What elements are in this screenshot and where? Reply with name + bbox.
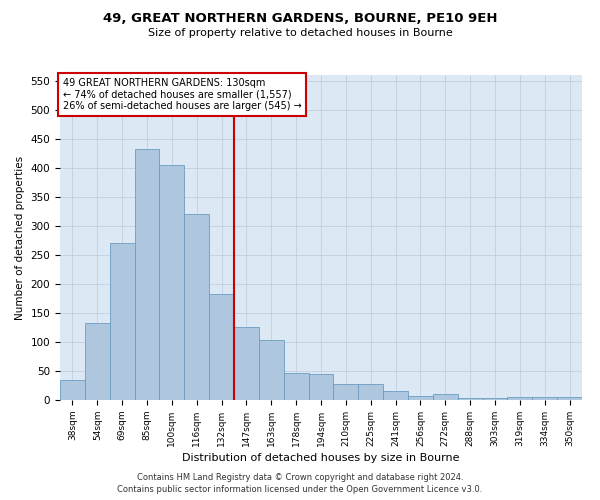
Bar bbox=[508, 397, 532, 400]
Bar bbox=[85, 324, 110, 400]
Bar bbox=[334, 384, 358, 400]
Bar bbox=[408, 396, 433, 400]
Bar bbox=[284, 374, 308, 400]
Bar bbox=[134, 150, 160, 400]
X-axis label: Distribution of detached houses by size in Bourne: Distribution of detached houses by size … bbox=[182, 453, 460, 463]
Bar bbox=[433, 394, 458, 400]
Text: 49, GREAT NORTHERN GARDENS, BOURNE, PE10 9EH: 49, GREAT NORTHERN GARDENS, BOURNE, PE10… bbox=[103, 12, 497, 26]
Bar bbox=[184, 214, 209, 400]
Text: Contains public sector information licensed under the Open Government Licence v3: Contains public sector information licen… bbox=[118, 485, 482, 494]
Text: 49 GREAT NORTHERN GARDENS: 130sqm
← 74% of detached houses are smaller (1,557)
2: 49 GREAT NORTHERN GARDENS: 130sqm ← 74% … bbox=[62, 78, 301, 112]
Bar bbox=[482, 398, 508, 400]
Bar bbox=[308, 374, 334, 400]
Bar bbox=[160, 165, 184, 400]
Bar bbox=[209, 294, 234, 400]
Text: Contains HM Land Registry data © Crown copyright and database right 2024.: Contains HM Land Registry data © Crown c… bbox=[137, 472, 463, 482]
Bar bbox=[259, 340, 284, 400]
Bar bbox=[532, 397, 557, 400]
Bar bbox=[557, 397, 582, 400]
Bar bbox=[110, 244, 134, 400]
Bar bbox=[358, 384, 383, 400]
Text: Size of property relative to detached houses in Bourne: Size of property relative to detached ho… bbox=[148, 28, 452, 38]
Bar bbox=[234, 328, 259, 400]
Bar bbox=[60, 380, 85, 400]
Bar bbox=[458, 398, 482, 400]
Y-axis label: Number of detached properties: Number of detached properties bbox=[15, 156, 25, 320]
Bar bbox=[383, 392, 408, 400]
